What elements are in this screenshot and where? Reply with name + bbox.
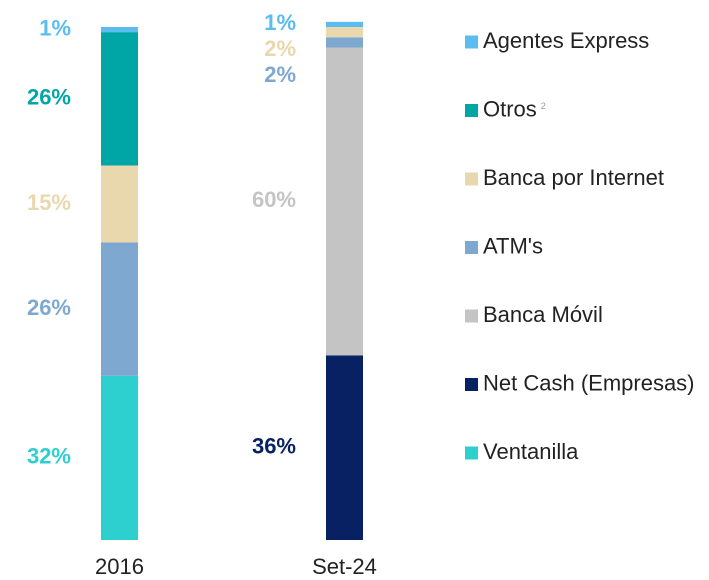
value-label: 32% xyxy=(27,444,71,469)
legend-swatch xyxy=(465,378,478,391)
bar-segment xyxy=(326,27,363,38)
value-label: 2% xyxy=(264,62,296,87)
bar-segment xyxy=(326,37,363,48)
x-tick-label: Set-24 xyxy=(312,554,377,579)
legend-swatch xyxy=(465,309,478,323)
value-label: 36% xyxy=(252,433,296,458)
value-label: 15% xyxy=(27,190,71,215)
value-label: 2% xyxy=(264,36,296,61)
value-label: 60% xyxy=(252,187,296,212)
legend-label: Otros xyxy=(483,96,537,121)
value-label: 1% xyxy=(39,15,71,40)
bar-segment xyxy=(101,165,138,243)
bar-segment xyxy=(101,242,138,376)
legend-label: Banca por Internet xyxy=(483,165,664,190)
legend-swatch xyxy=(465,104,478,117)
bar-segment xyxy=(101,32,138,166)
legend-label: ATM's xyxy=(483,233,543,258)
value-label: 26% xyxy=(27,295,71,320)
legend-note: 2 xyxy=(541,101,546,111)
x-tick-label: 2016 xyxy=(95,554,144,579)
legend-swatch xyxy=(465,35,478,49)
value-label: 1% xyxy=(264,10,296,35)
bar-segment xyxy=(101,27,138,33)
legend-label: Net Cash (Empresas) xyxy=(483,370,695,395)
bar-segment xyxy=(326,47,363,356)
bar-segment xyxy=(326,21,363,27)
legend-swatch xyxy=(465,446,478,460)
bar-segment xyxy=(326,355,363,540)
legend-label: Banca Móvil xyxy=(483,302,603,327)
legend-swatch xyxy=(465,172,478,186)
bar-segment xyxy=(101,375,138,540)
value-label: 26% xyxy=(27,85,71,110)
legend-swatch xyxy=(465,241,478,254)
legend-label: Agentes Express xyxy=(483,28,649,53)
legend-label: Ventanilla xyxy=(483,439,579,464)
